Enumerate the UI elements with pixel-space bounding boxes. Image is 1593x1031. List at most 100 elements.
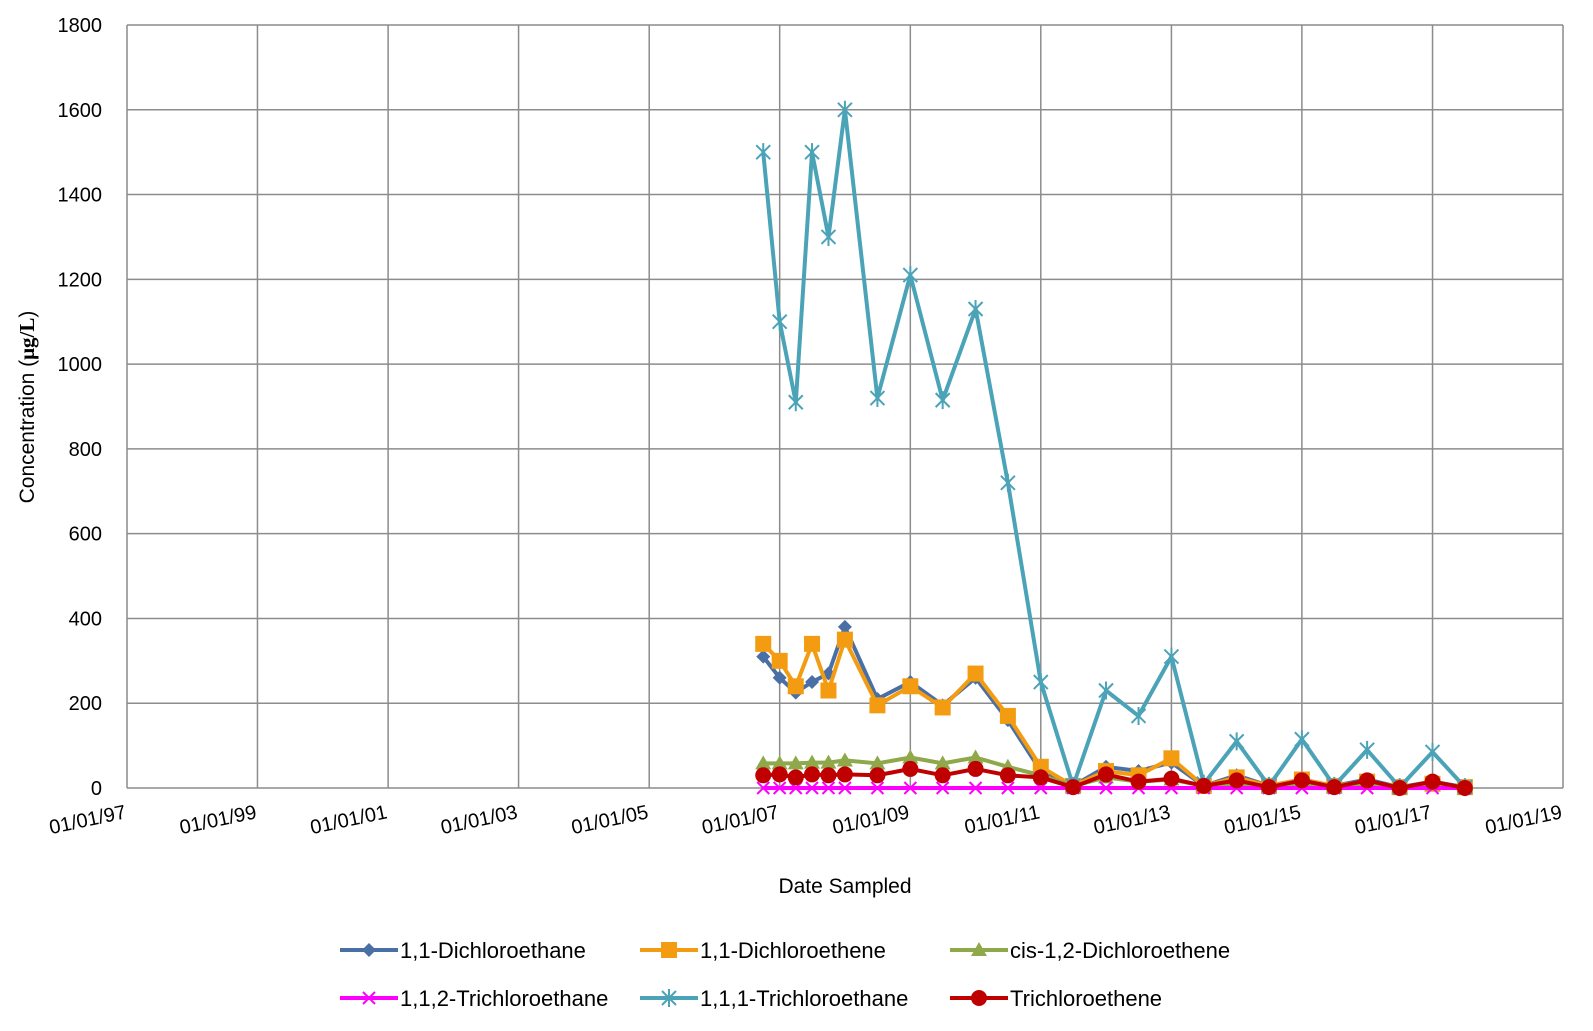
data-point [821,781,836,795]
y-axis-title: Concentration (μg/L) [15,311,39,504]
data-point [934,767,951,784]
data-point [968,781,983,795]
data-point [820,767,837,784]
y-tick-label: 0 [91,778,102,800]
data-point [755,143,771,162]
data-point [1359,740,1375,759]
data-point [787,769,804,786]
x-tick-label: 01/01/13 [1092,801,1173,839]
data-point [1163,770,1180,787]
data-point [1032,769,1049,786]
data-point [755,755,772,770]
legend-swatch-marker [971,990,987,1006]
x-axis-title: Date Sampled [778,875,911,898]
data-point [903,781,918,795]
data-point [1098,681,1114,700]
x-tick-label: 01/01/15 [1222,801,1303,839]
legend-item: Trichloroethene [950,986,1162,1011]
y-axis-title-prefix: Concentration ( [16,360,39,504]
x-tick-label: 01/01/05 [570,801,651,839]
data-point [805,675,820,690]
x-tick-label: 01/01/99 [178,801,259,839]
data-point [1163,647,1180,666]
legend-label: cis-1,2-Dichloroethene [1010,938,1230,963]
data-point [1163,750,1180,767]
x-tick-label: 01/01/09 [831,801,912,839]
data-point [1391,780,1408,796]
data-point [804,766,821,783]
legend-label: 1,1,2-Trichloroethane [400,986,608,1011]
data-point [836,752,853,767]
data-point [934,391,951,410]
data-point [869,389,886,408]
legend-item: cis-1,2-Dichloroethene [950,938,1230,963]
x-tick-label: 01/01/07 [700,801,781,839]
data-point [771,312,788,331]
data-point [788,393,804,412]
data-point [820,754,837,769]
data-point [935,781,950,795]
data-point [1065,779,1082,796]
y-tick-label: 1400 [58,185,103,207]
legend-item: 1,1,2-Trichloroethane [340,986,608,1011]
data-point [1228,772,1245,789]
data-point [902,760,919,777]
data-point [771,766,788,783]
data-point [869,767,886,784]
y-axis-ticks: 0 200 400 600 800 1000 1200 1400 1600 1800 [58,15,103,800]
legend-label: 1,1-Dichloroethane [400,938,586,963]
data-point [804,754,821,769]
legend-label: Trichloroethene [1010,986,1162,1011]
legend-swatch-marker [661,989,677,1007]
y-axis-title-suffix: ) [16,311,39,318]
data-point [1261,779,1278,796]
x-tick-label: 01/01/11 [963,801,1042,838]
legend-label: 1,1,1-Trichloroethane [700,986,908,1011]
legend-item: 1,1-Dichloroethene [640,938,886,963]
data-point [967,760,984,777]
x-axis-ticks: 01/01/97 01/01/99 01/01/01 01/01/03 01/01/05… [47,801,1564,839]
data-point [1326,779,1343,796]
plot-area [126,24,1564,797]
data-point [836,766,853,783]
data-point [1001,781,1015,795]
data-point [869,697,886,714]
data-point [934,699,951,716]
y-tick-label: 600 [69,524,102,546]
data-point [805,781,819,795]
data-point [902,678,919,695]
y-tick-label: 1800 [58,15,103,37]
y-tick-label: 1200 [58,269,103,291]
data-point [820,682,837,699]
x-tick-label: 01/01/17 [1353,801,1434,839]
data-point [1195,777,1212,794]
y-tick-label: 1600 [58,100,103,122]
data-point [804,143,820,162]
data-point [836,631,853,648]
data-point [1424,742,1441,761]
data-point [756,781,770,795]
data-point [967,300,984,319]
data-point [772,670,787,685]
data-point [771,652,788,669]
data-point [1424,773,1441,790]
data-point [772,781,787,795]
data-point [934,755,951,770]
data-point [1130,706,1147,725]
series-5 [755,760,1473,796]
data-point [1294,730,1310,749]
data-point [787,678,804,695]
gridlines [126,24,1564,789]
data-point [999,767,1016,784]
data-point [869,755,886,770]
data-point [820,227,837,246]
data-point [787,755,804,770]
legend-label: 1,1-Dichloroethene [700,938,886,963]
data-point [756,649,771,664]
data-point [755,767,772,784]
legend: 1,1-Dichloroethane 1,1-Dichloroethene cis-… [340,938,1230,1011]
legend-item: 1,1-Dichloroethane [340,938,586,963]
data-point [1228,732,1245,751]
data-point [804,635,821,652]
